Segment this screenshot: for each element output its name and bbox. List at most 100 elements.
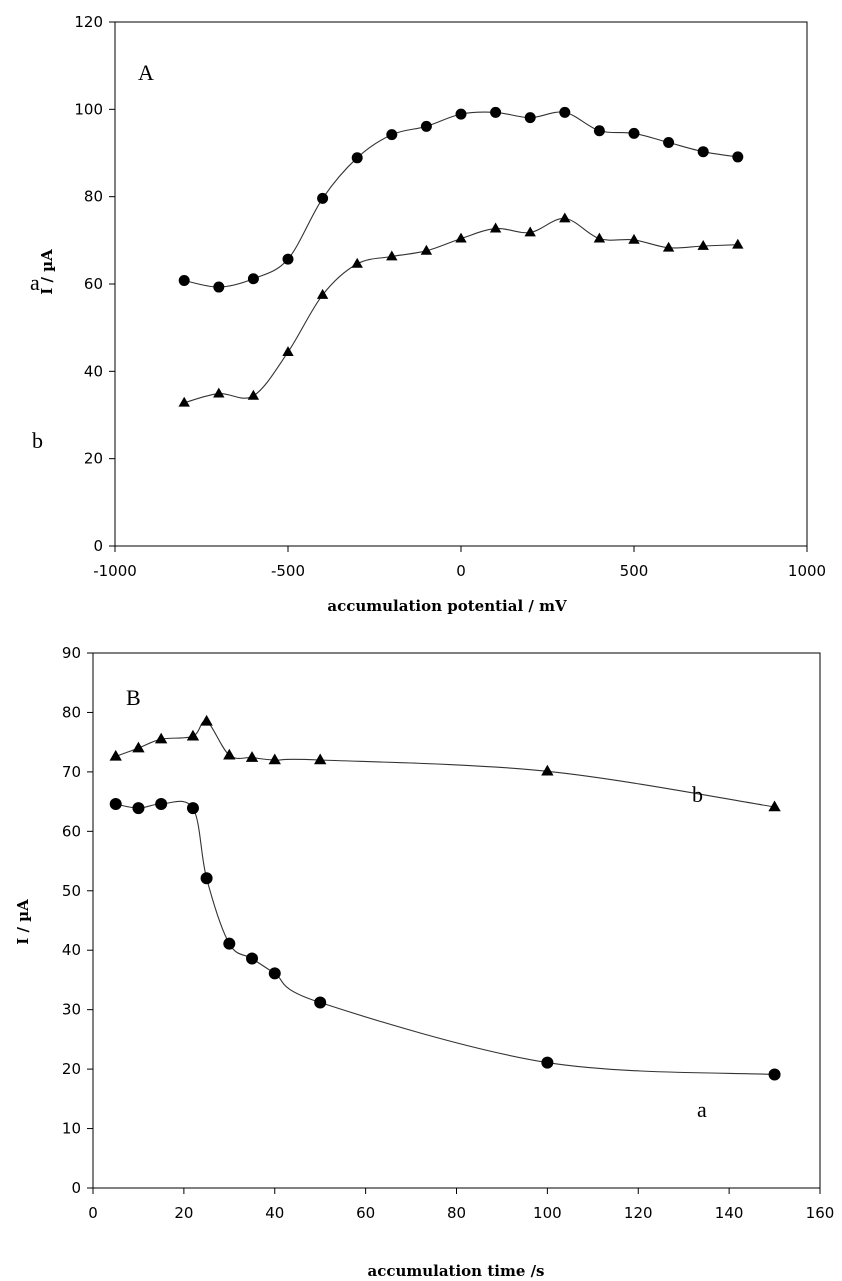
x-tick-label: 60: [356, 1204, 375, 1222]
y-tick-label: 90: [62, 644, 81, 662]
data-point-a-circle: [268, 967, 281, 980]
panel-label-b: B: [126, 685, 141, 710]
data-point-b-triangle: [420, 244, 433, 255]
data-point-a-circle: [593, 125, 605, 137]
chart-panel-b: 0 10 20 30 40 50 60 70 80 90 0 20 40 60 80 100 120 140 16…: [14, 644, 834, 1280]
y-tick-label: 0: [71, 1179, 81, 1197]
x-tick-label: 40: [265, 1204, 284, 1222]
data-point-b-triangle: [455, 232, 467, 243]
data-point-b-triangle: [697, 240, 709, 250]
x-tick-label: 20: [174, 1204, 193, 1222]
y-tick-label: 120: [74, 13, 103, 31]
data-point-b-triangle: [132, 741, 145, 753]
data-point-a-circle: [351, 152, 363, 164]
data-point-b-triangle: [109, 749, 122, 761]
data-point-a-circle: [246, 952, 259, 965]
series-label-a-bottom: a: [697, 1097, 707, 1122]
y-tick-label: 30: [62, 1001, 81, 1019]
y-tick-label: 10: [62, 1120, 81, 1138]
data-point-a-circle: [155, 797, 168, 810]
x-tick-label: 140: [715, 1204, 744, 1222]
x-tick-label: 160: [806, 1204, 835, 1222]
data-point-b-triangle: [541, 764, 554, 776]
x-tick-label: 80: [447, 1204, 466, 1222]
data-point-a-circle: [559, 106, 571, 118]
series-group-a: [178, 106, 744, 407]
y-tick-label: 0: [93, 537, 103, 555]
data-point-b-triangle: [247, 389, 260, 400]
y-axis-title-a: I / µA: [38, 249, 56, 295]
x-tick-label: 0: [88, 1204, 98, 1222]
x-tick-label: 1000: [788, 562, 826, 580]
y-tick-label: 20: [62, 1060, 81, 1078]
data-point-b-triangle: [245, 751, 259, 762]
x-ticks-b: 0 20 40 60 80 100 120 140 160: [88, 1188, 834, 1222]
y-tick-label: 20: [84, 450, 103, 468]
data-point-b-triangle: [732, 238, 744, 249]
data-point-a-circle: [223, 937, 236, 950]
data-point-a-circle: [663, 137, 675, 149]
series-label-b-bottom: b: [692, 782, 703, 807]
data-point-a-circle: [524, 112, 536, 124]
data-point-a-circle: [213, 281, 225, 293]
data-point-b-triangle: [178, 396, 190, 407]
y-tick-label: 40: [84, 362, 103, 380]
series-label-a-top: a: [30, 270, 40, 295]
data-point-b-triangle: [524, 226, 536, 237]
data-point-a-circle: [186, 802, 199, 815]
data-point-b-triangle: [282, 346, 294, 357]
data-point-a-circle: [490, 106, 502, 118]
y-tick-label: 100: [74, 100, 103, 118]
data-point-b-triangle: [268, 753, 281, 765]
x-tick-label: 500: [620, 562, 649, 580]
y-tick-label: 80: [62, 703, 81, 721]
data-point-a-circle: [541, 1056, 554, 1069]
y-tick-label: 80: [84, 188, 103, 206]
panel-label-a: A: [138, 60, 154, 85]
series-label-b-top: b: [32, 428, 43, 453]
data-point-a-circle: [732, 151, 744, 163]
data-point-b-triangle: [223, 748, 236, 760]
data-point-a-circle: [386, 129, 398, 141]
x-axis-title-b: accumulation time /s: [367, 1262, 544, 1280]
data-point-b-triangle: [186, 729, 200, 741]
y-tick-label: 60: [62, 822, 81, 840]
y-ticks-a: 0 20 40 60 80 100 120: [74, 13, 115, 555]
data-point-b-triangle: [200, 714, 213, 726]
series-group-b: [109, 714, 781, 1081]
y-tick-label: 50: [62, 882, 81, 900]
data-point-b-triangle: [628, 233, 640, 244]
x-ticks-a: -1000 -500 0 500 1000: [93, 546, 826, 580]
data-point-b-triangle: [314, 753, 327, 765]
data-point-a-circle: [109, 797, 122, 810]
data-point-a-circle: [132, 802, 145, 815]
data-point-a-circle: [317, 192, 329, 204]
x-tick-label: 0: [456, 562, 466, 580]
y-tick-label: 70: [62, 763, 81, 781]
x-tick-label: 100: [533, 1204, 562, 1222]
data-point-b-triangle: [593, 232, 606, 243]
x-tick-label: 120: [624, 1204, 653, 1222]
data-point-b-triangle: [489, 222, 502, 233]
data-point-a-circle: [768, 1068, 781, 1081]
data-point-b-triangle: [768, 800, 781, 812]
data-point-a-circle: [200, 872, 213, 885]
data-point-a-circle: [628, 127, 640, 139]
y-tick-label: 40: [62, 941, 81, 959]
data-point-a-circle: [247, 273, 259, 285]
x-tick-label: -500: [271, 562, 305, 580]
plot-area-b: [92, 652, 821, 1189]
data-point-a-circle: [178, 275, 190, 287]
data-point-a-circle: [314, 996, 327, 1009]
x-axis-title-a: accumulation potential / mV: [327, 597, 567, 615]
x-tick-label: -1000: [93, 562, 137, 580]
data-point-b-triangle: [351, 257, 363, 268]
data-point-b-triangle: [213, 387, 225, 398]
data-point-b-triangle: [386, 250, 398, 261]
y-ticks-b: 0 10 20 30 40 50 60 70 80 90: [62, 644, 93, 1197]
data-point-a-circle: [282, 253, 294, 265]
data-point-a-circle: [420, 120, 432, 132]
data-point-b-triangle: [154, 732, 168, 744]
